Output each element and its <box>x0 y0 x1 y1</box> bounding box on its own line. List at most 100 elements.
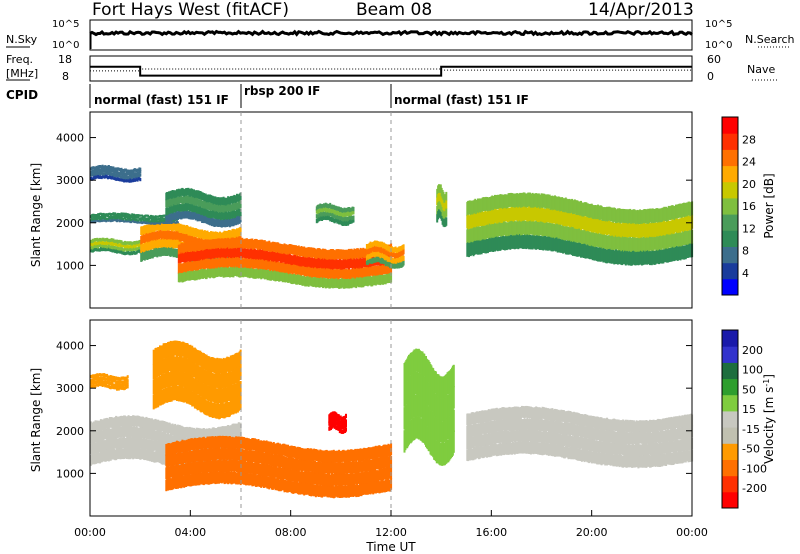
heatmap-cell <box>114 212 117 215</box>
heatmap-cell <box>109 214 112 217</box>
colorbar-swatch <box>722 246 738 264</box>
heatmap-cell <box>158 220 161 223</box>
heatmap-cell <box>445 208 448 217</box>
heatmap-cell <box>139 221 142 224</box>
heatmap-cell <box>239 422 242 434</box>
y-tick-label: 4000 <box>56 132 84 145</box>
heatmap-cell <box>352 210 355 215</box>
heatmap-cell <box>402 260 405 266</box>
heatmap-cell <box>93 219 96 222</box>
colorbar-swatch <box>722 165 738 183</box>
heatmap-cell <box>141 217 144 220</box>
nsearch-tick-top: 10^5 <box>705 19 732 30</box>
heatmap-cell <box>102 216 105 219</box>
heatmap-cell <box>114 379 117 383</box>
colorbar-tick-label: 16 <box>742 200 756 213</box>
colorbar-swatch <box>722 197 738 215</box>
heatmap-cell <box>120 212 123 215</box>
heatmap-cell <box>176 221 179 224</box>
heatmap-cell <box>126 385 129 389</box>
heatmap-cell <box>130 214 133 217</box>
heatmap-cell <box>112 212 115 215</box>
nsearch-tick-bottom: 10^0 <box>705 40 732 51</box>
y-tick-label: 3000 <box>56 174 84 187</box>
heatmap-cell <box>402 255 405 261</box>
heatmap-cell <box>352 215 355 220</box>
heatmap-cell <box>159 218 161 221</box>
heatmap-cell <box>139 173 142 177</box>
heatmap-cell <box>108 218 111 221</box>
colorbar-swatch <box>722 262 738 280</box>
power-y-label: Slant Range [km] <box>29 163 43 267</box>
heatmap-cell <box>117 214 120 217</box>
heatmap-cell <box>144 222 147 225</box>
colorbar-swatch <box>722 117 738 134</box>
heatmap-cell <box>97 245 100 249</box>
colorbar-swatch <box>722 214 738 231</box>
colorbar-swatch <box>722 230 738 247</box>
heatmap-cell <box>125 218 128 221</box>
heatmap-cell <box>126 379 129 383</box>
nsky-tick-top: 10^5 <box>52 19 79 30</box>
beam-label: Beam 08 <box>356 0 433 20</box>
freq-tick-bottom: 8 <box>62 70 69 83</box>
heatmap-cell <box>445 217 448 226</box>
nave-trace <box>90 68 692 72</box>
heatmap-cell <box>129 216 132 219</box>
heatmap-cell <box>402 244 405 250</box>
heatmap-cell <box>352 218 355 223</box>
heatmap-cell <box>133 217 136 220</box>
heatmap-cell <box>150 214 152 217</box>
colorbar-tick-label: 24 <box>742 156 756 169</box>
heatmap-cell <box>98 214 101 217</box>
nave-tick-bottom: 0 <box>707 70 714 83</box>
heatmap-cell <box>109 220 112 223</box>
heatmap-cell <box>94 384 97 388</box>
power-panel: 1000 2000 3000 4000 Slant Range [km] <box>29 111 694 309</box>
heatmap-cell <box>153 220 156 223</box>
heatmap-cell <box>163 218 166 221</box>
heatmap-cell <box>139 167 142 171</box>
heatmap-cell <box>146 220 149 223</box>
heatmap-cell <box>137 172 140 176</box>
nsky-label: N.Sky <box>6 33 38 46</box>
heatmap-cell <box>239 209 242 217</box>
heatmap-cell <box>99 216 102 219</box>
heatmap-cell <box>124 212 127 215</box>
heatmap-cell <box>131 216 134 219</box>
colorbar-swatch <box>722 149 738 167</box>
heatmap-cell <box>137 216 140 219</box>
heatmap-cell <box>126 382 129 386</box>
nsky-frame <box>89 19 693 51</box>
heatmap-cell <box>111 217 114 220</box>
cpid-segment-3: normal (fast) 151 IF <box>394 93 529 107</box>
velocity-cells <box>90 340 694 499</box>
cpid-row: CPID normal (fast) 151 IF rbsp 200 IF no… <box>6 84 529 108</box>
y-tick-label: 1000 <box>56 259 84 272</box>
heatmap-cell <box>109 375 112 379</box>
power-cells <box>90 164 694 289</box>
heatmap-cell <box>105 220 108 223</box>
y-tick-label: 2000 <box>56 217 84 230</box>
cpid-label: CPID <box>6 88 38 102</box>
heatmap-cell <box>131 213 134 216</box>
colorbar-tick-label: 4 <box>742 267 749 280</box>
power-colorbar-label: Power [dB] <box>762 173 776 238</box>
freq-label: Freq. <box>6 53 33 66</box>
heatmap-cell <box>139 178 142 182</box>
heatmap-cell <box>160 218 163 221</box>
nave-tick-top: 60 <box>707 53 721 66</box>
nsearch-label: N.Search <box>745 33 795 46</box>
cpid-segment-2: rbsp 200 IF <box>244 84 320 98</box>
heatmap-cell <box>152 219 155 222</box>
heatmap-cell <box>445 191 448 201</box>
freq-frame <box>89 55 693 82</box>
power-y-ticks: 1000 2000 3000 4000 <box>56 132 692 272</box>
heatmap-cell <box>390 273 393 283</box>
power-colorbar-frame <box>721 116 739 296</box>
cpid-segment-1: normal (fast) 151 IF <box>94 93 229 107</box>
